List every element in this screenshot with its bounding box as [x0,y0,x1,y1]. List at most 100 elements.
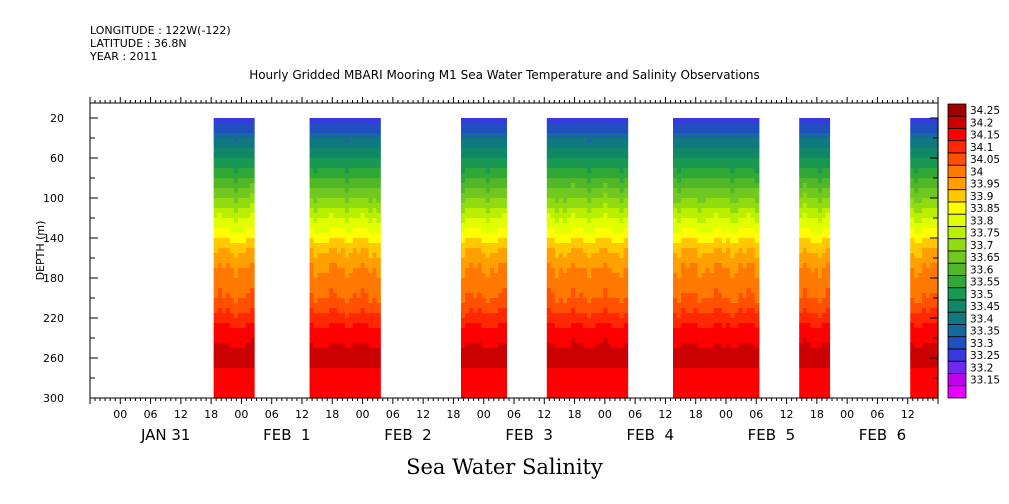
salinity-cell [340,228,346,234]
salinity-cell [245,218,251,224]
salinity-cell [802,263,808,269]
salinity-cell [368,293,373,299]
salinity-cell [554,353,560,359]
salinity-cell [237,138,243,144]
salinity-cell [229,183,235,189]
salinity-cell [717,203,723,209]
salinity-cell [693,133,699,139]
salinity-cell [910,168,915,174]
salinity-cell [213,353,219,359]
salinity-cell [502,358,508,364]
salinity-cell [352,273,358,279]
salinity-cell [461,273,466,279]
salinity-cell [233,283,239,289]
salinity-cell [546,163,552,169]
salinity-cell [726,148,731,154]
salinity-cell [738,318,744,324]
salinity-cell [325,173,330,179]
salinity-cell [910,213,915,219]
salinity-cell [799,378,804,384]
salinity-cell [337,243,342,249]
salinity-cell [587,258,592,264]
salinity-cell [241,293,247,299]
salinity-cell [738,118,744,124]
salinity-cell [337,288,342,294]
salinity-cell [325,323,330,329]
salinity-cell [697,248,703,254]
salinity-cell [550,163,556,169]
salinity-cell [372,273,377,279]
salinity-cell [376,318,381,324]
salinity-cell [329,273,334,279]
salinity-cell [368,238,373,244]
salinity-cell [473,238,479,244]
salinity-cell [485,213,491,219]
salinity-cell [489,338,495,344]
salinity-cell [477,353,483,359]
salinity-cell [473,393,479,399]
salinity-cell [595,353,600,359]
salinity-cell [750,228,756,234]
salinity-cell [750,223,756,229]
salinity-cell [217,238,223,244]
salinity-cell [562,318,568,324]
salinity-cell [799,183,804,189]
salinity-cell [818,138,823,144]
salinity-cell [477,298,483,304]
salinity-cell [245,133,251,139]
salinity-cell [469,263,474,269]
salinity-cell [607,208,613,214]
salinity-cell [485,123,491,129]
salinity-cell [309,278,315,284]
salinity-cell [221,158,227,164]
salinity-cell [619,338,625,344]
salinity-cell [677,218,682,224]
salinity-cell [750,143,756,149]
salinity-cell [709,263,715,269]
salinity-cell [237,358,243,364]
salinity-cell [619,363,625,369]
salinity-cell [348,248,354,254]
salinity-cell [575,133,580,139]
salinity-cell [376,193,381,199]
salinity-cell [591,128,596,134]
salinity-cell [229,173,235,179]
salinity-cell [591,118,596,124]
salinity-cell [229,128,235,134]
salinity-cell [498,168,503,174]
salinity-cell [722,378,727,384]
salinity-cell [673,268,678,274]
salinity-cell [701,218,707,224]
salinity-cell [571,383,576,389]
salinity-cell [571,253,576,259]
salinity-cell [376,368,381,374]
salinity-cell [587,253,592,259]
salinity-cell [325,213,330,219]
salinity-cell [746,168,752,174]
salinity-cell [575,238,580,244]
salinity-cell [681,353,686,359]
salinity-cell [713,163,719,169]
salinity-cell [364,223,370,229]
salinity-cell [701,128,707,134]
salinity-cell [802,273,808,279]
salinity-cell [250,183,255,189]
salinity-cell [562,378,568,384]
salinity-cell [619,208,625,214]
salinity-cell [469,148,474,154]
salinity-cell [587,183,592,189]
salinity-cell [583,378,588,384]
salinity-cell [615,263,621,269]
salinity-cell [558,243,564,249]
salinity-cell [225,333,231,339]
salinity-cell [697,128,703,134]
salinity-cell [329,133,334,139]
salinity-cell [579,333,584,339]
salinity-cell [344,393,350,399]
salinity-cell [477,118,483,124]
salinity-cell [558,338,564,344]
salinity-cell [910,143,915,149]
salinity-cell [558,368,564,374]
salinity-cell [730,328,735,334]
salinity-cell [821,313,827,319]
